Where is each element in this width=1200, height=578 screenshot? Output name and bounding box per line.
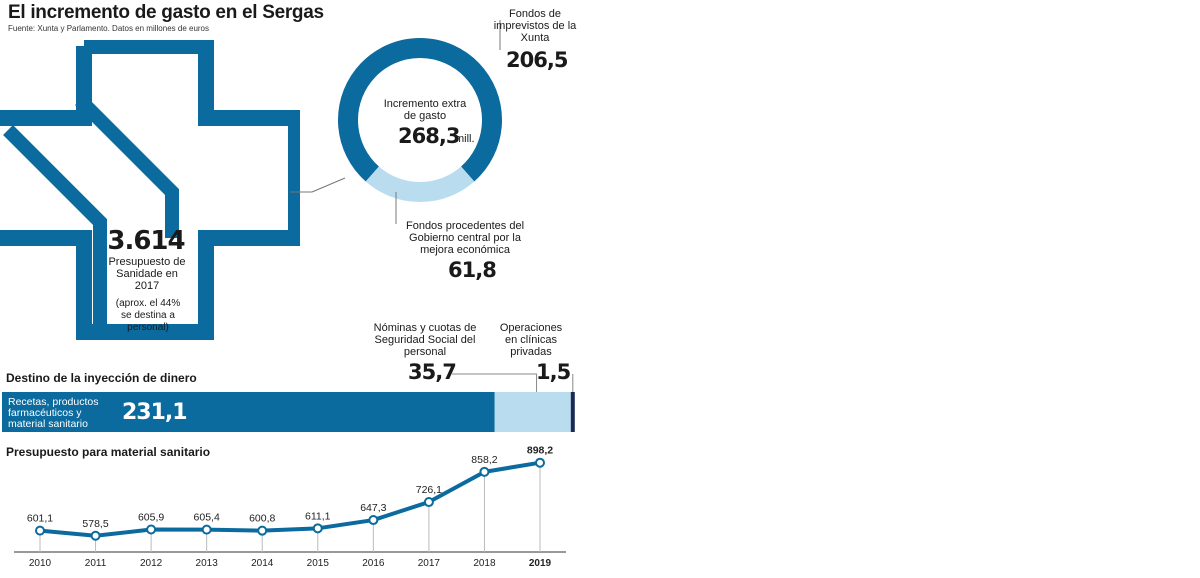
x-tick-label: 2019 — [529, 558, 552, 569]
data-label: 726,1 — [416, 484, 442, 496]
data-point — [35, 525, 45, 536]
data-label: 605,9 — [138, 512, 164, 524]
nominas-label: Nóminas y cuotas de Seguridad Social del… — [373, 322, 477, 358]
recetas-label: Recetas, productos farmacéuticos y mater… — [8, 396, 99, 430]
donut-chart — [338, 38, 502, 202]
x-tick-label: 2016 — [362, 558, 385, 569]
data-point — [90, 530, 101, 541]
donut-segment-gobierno — [365, 166, 475, 202]
x-tick-label: 2012 — [140, 558, 163, 569]
recetas-value: 231,1 — [122, 400, 188, 425]
donut-center-value: 268,3 — [398, 124, 460, 148]
connector-line — [290, 177, 346, 193]
imprevistos-value: 206,5 — [506, 48, 568, 72]
destino-stacked-bar — [2, 373, 575, 432]
x-tick-label: 2018 — [473, 558, 496, 569]
x-tick-label: 2011 — [85, 558, 107, 569]
x-tick-label: 2017 — [418, 558, 441, 569]
x-tick-label: 2014 — [251, 558, 274, 569]
bar-segment-nominas — [494, 392, 571, 432]
health-cross-icon — [0, 40, 300, 340]
bar-segment-clinicas — [570, 392, 575, 432]
data-label: 605,4 — [194, 512, 220, 524]
source-note: Fuente: Xunta y Parlamento. Datos en mil… — [8, 24, 209, 33]
data-label: 578,5 — [82, 518, 108, 530]
bar-segment-recetas — [2, 392, 495, 432]
data-point — [535, 457, 545, 468]
data-label: 611,1 — [305, 510, 331, 522]
gobierno-pointer — [395, 192, 397, 224]
budget-value: 3.614 — [107, 226, 185, 256]
data-point — [312, 523, 323, 534]
gobierno-value: 61,8 — [448, 258, 497, 282]
series-line — [39, 460, 541, 538]
page-title: El incremento de gasto en el Sergas — [8, 2, 324, 23]
donut-center-unit: mill. — [455, 133, 475, 145]
nominas-pointer — [452, 373, 538, 392]
data-label: 898,2 — [527, 445, 553, 457]
x-tick-label: 2013 — [196, 558, 219, 569]
x-tick-label: 2015 — [307, 558, 330, 569]
imprevistos-label: Fondos de imprevistos de la Xunta — [493, 8, 577, 44]
data-label: 600,8 — [249, 513, 275, 525]
clinicas-value: 1,5 — [536, 360, 571, 384]
data-point — [257, 525, 268, 536]
donut-segment-imprevistos — [338, 38, 502, 182]
data-point — [368, 515, 379, 526]
data-label: 858,2 — [471, 454, 497, 466]
data-label: 601,1 — [27, 513, 53, 525]
data-label: 647,3 — [360, 502, 386, 514]
donut-center-label: Incremento extra de gasto — [383, 98, 467, 122]
budget-note: (aprox. el 44% se destina a personal) — [115, 298, 181, 333]
imprevistos-pointer — [499, 20, 501, 50]
x-tick-label: 2010 — [29, 558, 52, 569]
line-chart: 2010 2011 2012 2013 2014 2015 2016 2017 2018 2019… — [14, 445, 566, 569]
data-point — [479, 466, 490, 477]
destino-title: Destino de la inyección de dinero — [6, 371, 197, 385]
clinicas-label: Operaciones en clínicas privadas — [499, 322, 563, 358]
chart-title: Presupuesto para material sanitario — [6, 445, 211, 459]
data-point — [146, 524, 157, 535]
nominas-value: 35,7 — [408, 360, 457, 384]
gobierno-label: Fondos procedentes del Gobierno central … — [405, 220, 525, 256]
data-point — [201, 524, 212, 535]
budget-label: Presupuesto de Sanidade en 2017 — [108, 256, 186, 292]
data-point — [423, 497, 434, 508]
